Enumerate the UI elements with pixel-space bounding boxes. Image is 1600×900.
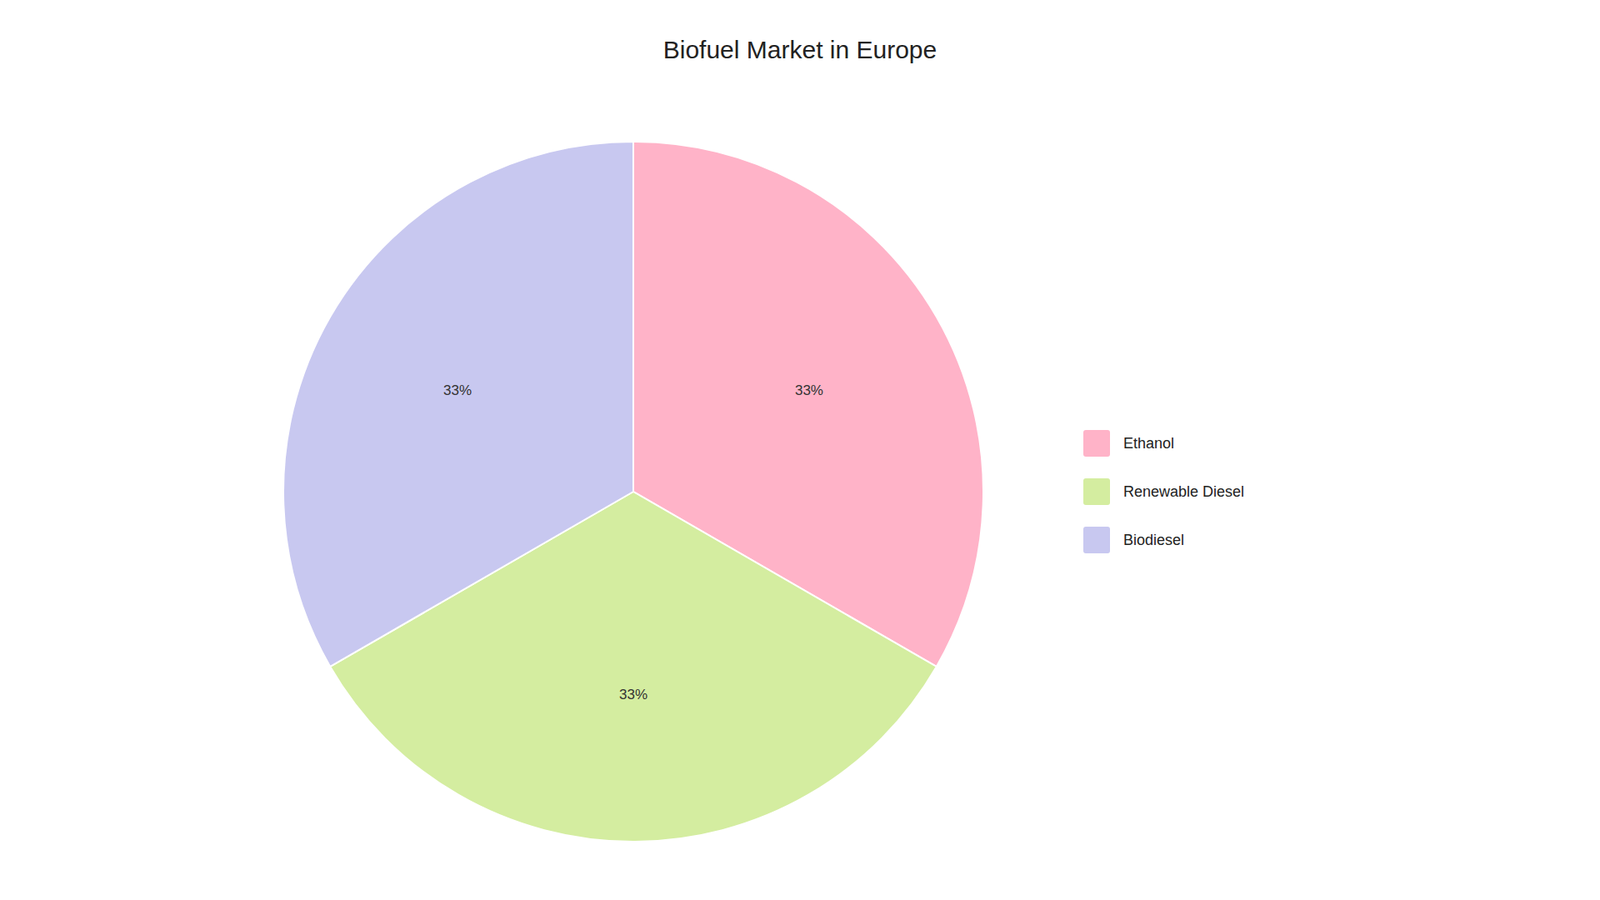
legend-item: Biodiesel — [1083, 526, 1185, 554]
legend: Ethanol Renewable Diesel Biodiesel — [1083, 430, 1245, 554]
legend-label: Renewable Diesel — [1123, 483, 1245, 500]
data-label: 33% — [795, 382, 824, 399]
chart-svg: Biofuel Market in Europe 33% 33% 33% Ethanol… — [0, 0, 1600, 900]
data-label: 33% — [619, 686, 648, 703]
data-labels: 33% 33% 33% — [443, 382, 824, 703]
legend-label: Biodiesel — [1123, 531, 1185, 549]
legend-swatch — [1083, 526, 1110, 554]
pie-group — [283, 141, 984, 842]
legend-swatch — [1083, 430, 1110, 457]
pie-slice — [283, 141, 634, 667]
legend-item: Ethanol — [1083, 430, 1175, 457]
legend-label: Ethanol — [1123, 435, 1175, 452]
chart-title: Biofuel Market in Europe — [663, 35, 938, 64]
data-label: 33% — [443, 382, 472, 399]
legend-item: Renewable Diesel — [1083, 478, 1245, 505]
chart-container: Biofuel Market in Europe 33% 33% 33% Ethanol… — [0, 0, 1600, 900]
legend-swatch — [1083, 478, 1110, 505]
